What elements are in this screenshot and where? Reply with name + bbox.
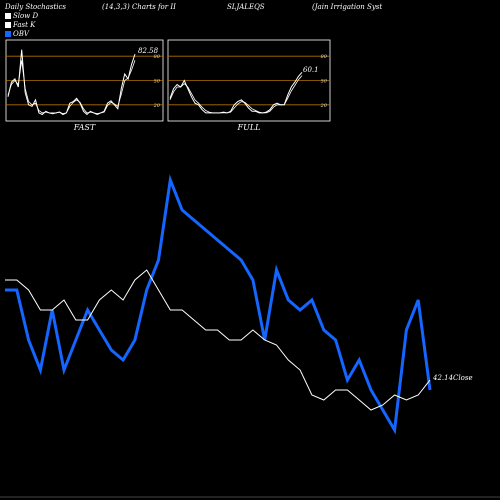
legend-label-slow-d: Slow D: [13, 12, 39, 20]
full-tick-label-80: 80: [321, 54, 328, 60]
obv-line: [5, 174, 432, 435]
fast-last-value-label: 82.58: [138, 47, 159, 55]
legend-label-obv: OBV: [13, 30, 29, 38]
full-tick-label-20: 20: [320, 103, 328, 109]
company-name: (Jain Irrigation Syst: [312, 3, 383, 11]
full-last-value-label: 60.1: [303, 66, 319, 74]
legend-swatch-slow-d: [5, 13, 11, 19]
full-panel-label: FULL: [237, 123, 261, 132]
legend-swatch-obv: [5, 31, 11, 37]
legend-item-slow-d: Slow D: [5, 12, 38, 20]
close-value-label: 42.14Close: [432, 374, 473, 382]
chart-params: (14,3,3) Charts for II: [102, 3, 176, 11]
legend-item-fast-k: Fast K: [5, 21, 35, 29]
full-tick-label-50: 50: [321, 79, 328, 85]
fast-tick-label-50: 50: [154, 79, 161, 85]
close-price-line: [5, 269, 431, 411]
fast-series-line-1: [7, 60, 136, 115]
fast-panel-label: FAST: [73, 123, 96, 132]
chart-title: Daily Stochastics: [5, 3, 67, 11]
legend-label-fast-k: Fast K: [13, 21, 36, 29]
legend-item-obv: OBV: [5, 30, 29, 38]
fast-tick-label-20: 20: [153, 103, 161, 109]
full-series-line-1: [169, 75, 303, 114]
fast-tick-label-80: 80: [154, 54, 161, 60]
chart-symbol: SLJALEQS: [227, 3, 265, 11]
legend-swatch-fast-k: [5, 22, 11, 28]
full-series-line-0: [169, 71, 303, 114]
